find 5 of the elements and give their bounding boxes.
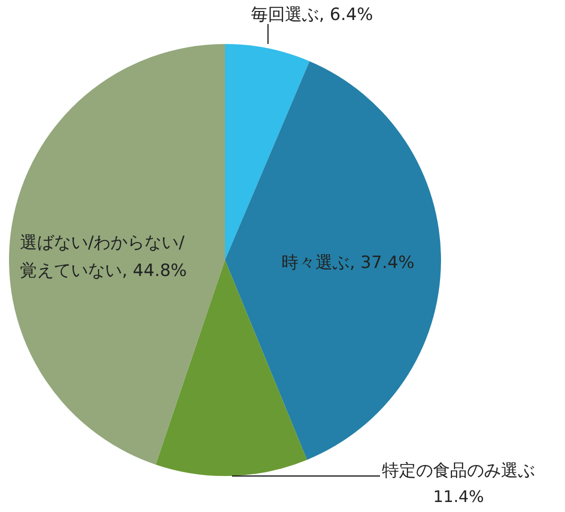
data-label: 11.4% bbox=[433, 487, 484, 506]
slice-label: 特定の食品のみ選ぶ bbox=[382, 461, 535, 481]
slice-label: 毎回選ぶ, 6.4% bbox=[251, 5, 373, 25]
slice-label: 選ばない/わからない/覚えていない, 44.8% bbox=[20, 233, 187, 281]
slice-label: 時々選ぶ, 37.4% bbox=[282, 253, 414, 273]
